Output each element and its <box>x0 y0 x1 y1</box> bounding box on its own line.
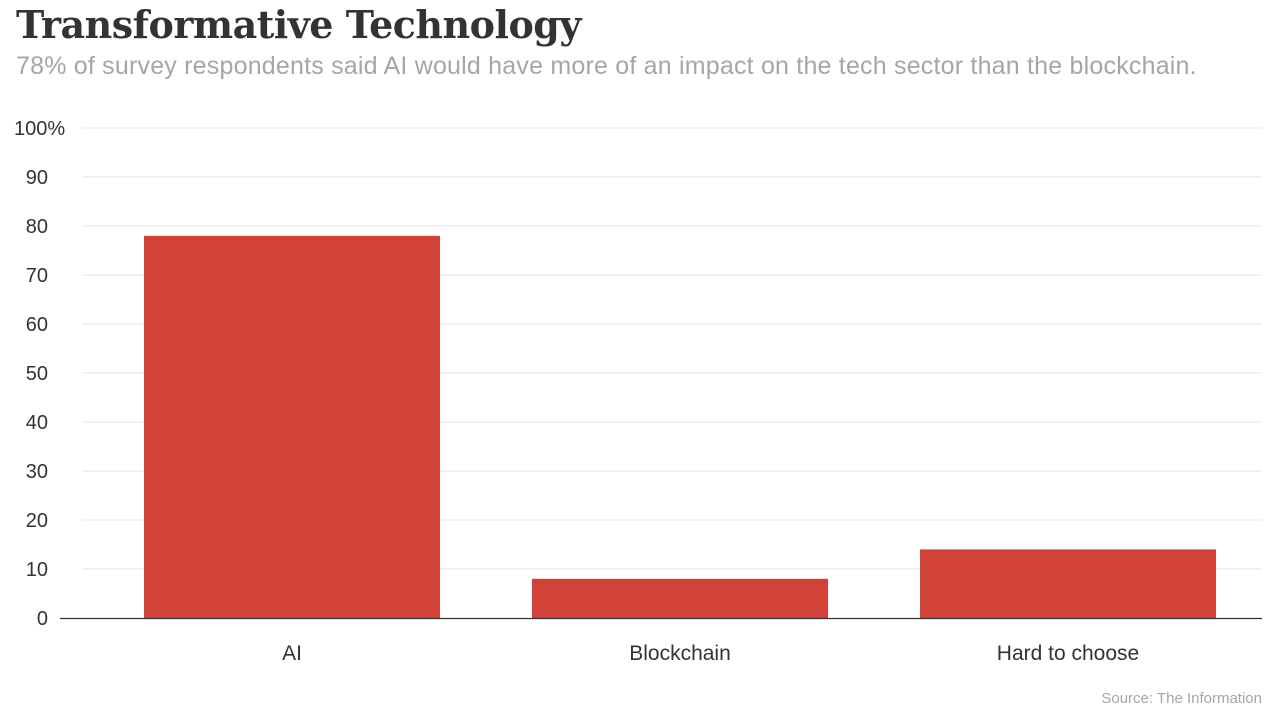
y-tick-label: 90 <box>26 167 48 189</box>
y-axis-ticks: 0 10 20 30 40 50 60 70 80 90 100% <box>14 118 65 630</box>
source-note: Source: The Information <box>1101 690 1262 707</box>
x-tick-label: Blockchain <box>629 642 731 665</box>
x-tick-label: Hard to choose <box>997 642 1139 665</box>
y-tick-label: 60 <box>26 314 48 336</box>
y-tick-label: 80 <box>26 216 48 238</box>
y-tick-label: 20 <box>26 510 48 532</box>
y-tick-label: 0 <box>37 608 48 630</box>
bar-hard-to-choose <box>920 549 1216 618</box>
bars <box>144 235 1216 619</box>
y-tick-label: 40 <box>26 412 48 434</box>
y-tick-label: 30 <box>26 461 48 483</box>
chart-title: Transformative Technology <box>16 2 581 47</box>
x-tick-label: AI <box>282 642 302 665</box>
y-tick-label: 70 <box>26 265 48 287</box>
x-axis-labels: AI Blockchain Hard to choose <box>282 642 1139 665</box>
y-tick-label: 10 <box>26 559 48 581</box>
bar-blockchain <box>532 578 828 618</box>
y-tick-label: 100% <box>14 118 65 140</box>
y-tick-label: 50 <box>26 363 48 385</box>
chart-subtitle: 78% of survey respondents said AI would … <box>16 52 1197 80</box>
bar-ai <box>144 235 440 619</box>
